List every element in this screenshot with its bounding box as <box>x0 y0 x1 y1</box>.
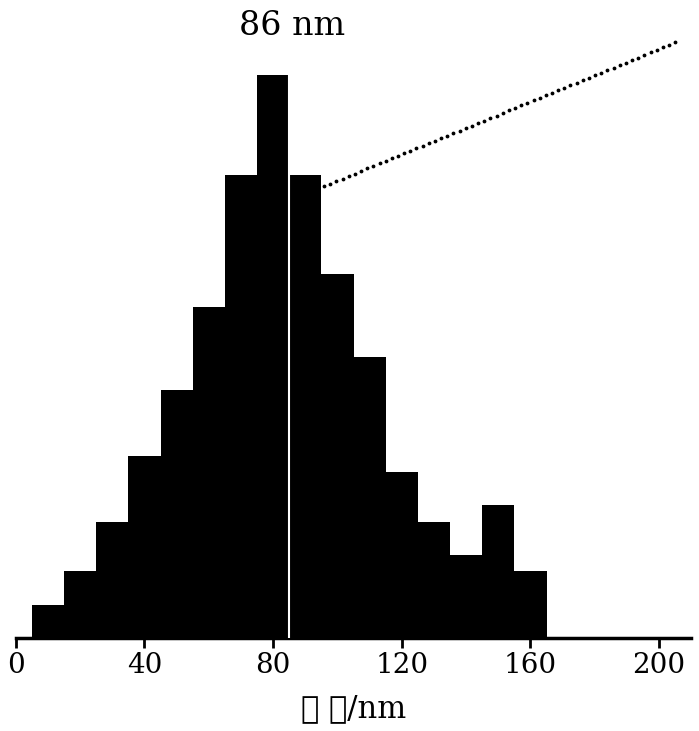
Bar <box>96 522 129 637</box>
Bar <box>386 472 418 637</box>
Bar <box>289 175 322 637</box>
Bar <box>225 175 257 637</box>
Text: 86 nm: 86 nm <box>239 10 345 42</box>
Bar <box>257 75 289 637</box>
Bar <box>354 357 386 637</box>
Bar <box>129 455 161 637</box>
Bar <box>514 572 547 637</box>
Bar <box>64 572 96 637</box>
Bar <box>418 522 450 637</box>
Bar <box>450 555 482 637</box>
Bar <box>482 505 514 637</box>
Bar <box>193 307 225 637</box>
Bar <box>322 274 354 637</box>
Bar <box>32 605 64 637</box>
Bar <box>161 390 193 637</box>
X-axis label: 直 径/nm: 直 径/nm <box>301 693 406 724</box>
